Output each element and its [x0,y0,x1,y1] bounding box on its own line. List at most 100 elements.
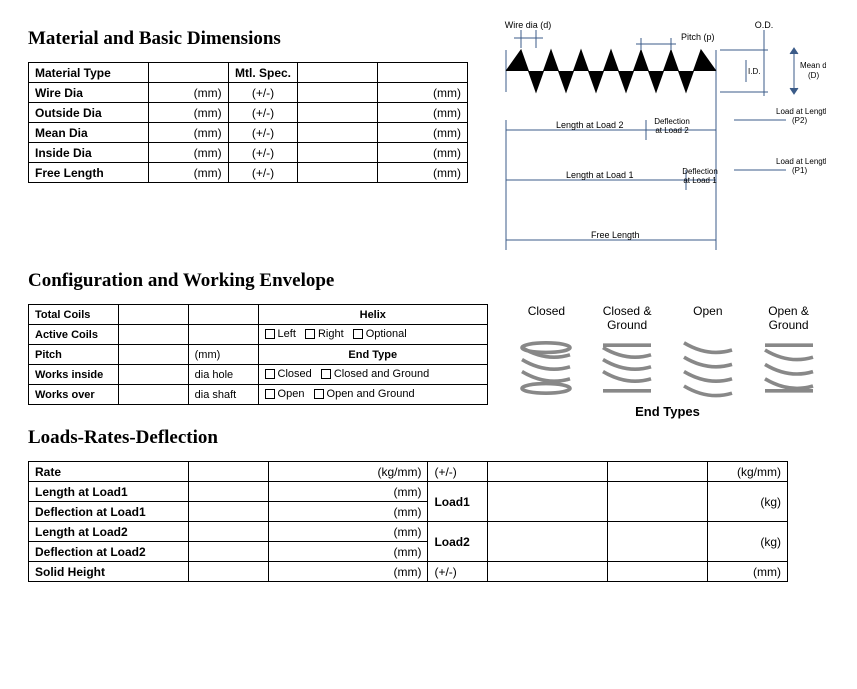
t3-load1: Load1 [428,482,488,522]
t2-active: Active Coils [29,325,119,345]
t3-ll1-u: (mm) [268,482,428,502]
chk-open-ground[interactable]: Open and Ground [314,388,415,400]
et-lbl-1: Closed & Ground [589,304,665,332]
t3-dl2-v [188,542,268,562]
t3-solid-tol: (+/-) [428,562,488,582]
et-lbl-3: Open & Ground [751,304,827,332]
t3-solid-u: (mm) [268,562,428,582]
t2-active-v [118,325,188,345]
t3-load2-u: (kg) [708,522,788,562]
t2-over: Works over [29,385,119,405]
chk-left[interactable]: Left [265,328,296,340]
t3-dl1-u: (mm) [268,502,428,522]
t1-r4-u1: (mm) [148,163,228,183]
t3-load2-b [608,522,708,562]
t3-dl2: Deflection at Load2 [29,542,189,562]
chk-right[interactable]: Right [305,328,344,340]
t1-r2-u1: (mm) [148,123,228,143]
lbl-pitch: Pitch (p) [681,32,715,42]
t1-r1-v [298,103,378,123]
t1-r0-label: Wire Dia [29,83,149,103]
spring-diagram: Wire dia (d) O.D. Pitch (p) I.D. Mean di… [486,20,826,262]
t2-active-b [188,325,258,345]
lbl-pl1b: (P1) [792,166,807,175]
t3-load1-v [488,482,608,522]
lbl-dl1a: Deflection [682,167,718,176]
t3-solid-v [188,562,268,582]
t1-r2-label: Mean Dia [29,123,149,143]
t1-r0-v [298,83,378,103]
lbl-od: O.D. [755,20,774,30]
section-config: Configuration and Working Envelope Total… [28,270,829,419]
t1-hdr-blank1 [148,63,228,83]
lbl-ll2: Length at Load 2 [556,120,624,130]
t2-over-v [118,385,188,405]
t2-inside: Works inside [29,365,119,385]
lbl-pl1a: Load at Length 1 [776,157,826,166]
t3-ll2-v [188,522,268,542]
t3-rate-u: (kg/mm) [268,462,428,482]
t3-dl1-v [188,502,268,522]
t3-solid-b2 [608,562,708,582]
t2-total: Total Coils [29,305,119,325]
t2-over-u: dia shaft [188,385,258,405]
t3-load2: Load2 [428,522,488,562]
t1-r4-v [298,163,378,183]
lbl-free: Free Length [591,230,640,240]
t1-r4-u2: (mm) [378,163,468,183]
chk-closed[interactable]: Closed [265,368,312,380]
t2-total-v [118,305,188,325]
t1-hdr-blank3 [378,63,468,83]
t3-solid: Solid Height [29,562,189,582]
t1-r1-u2: (mm) [378,103,468,123]
coil-icon [506,50,716,92]
spring-closed-ground-icon [597,338,657,398]
lbl-mean2: (D) [808,71,819,80]
t3-ll1-v [188,482,268,502]
t3-ll2: Length at Load2 [29,522,189,542]
t3-load1-b [608,482,708,522]
t1-r3-v [298,143,378,163]
t1-hdr-mat: Material Type [29,63,149,83]
t1-hdr-blank2 [298,63,378,83]
lbl-dl2a: Deflection [654,117,690,126]
spring-open-icon [678,338,738,398]
t2-end-row2: Open Open and Ground [258,385,487,405]
t3-rate-tol: (+/-) [428,462,488,482]
spring-open-ground-icon [759,338,819,398]
spring-closed-icon [516,338,576,398]
lbl-ll1: Length at Load 1 [566,170,634,180]
endtypes-diagram: Closed Closed & Ground Open Open & Groun… [506,304,829,419]
material-table: Material Type Mtl. Spec. Wire Dia (mm) (… [28,62,468,183]
t3-rate-v [188,462,268,482]
et-lbl-0: Closed [508,304,584,332]
lbl-wire: Wire dia (d) [505,20,552,30]
chk-closed-ground[interactable]: Closed and Ground [321,368,429,380]
t3-rate-b [488,462,608,482]
t1-r4-label: Free Length [29,163,149,183]
t2-pitch-u: (mm) [188,345,258,365]
t2-end-row1: Closed Closed and Ground [258,365,487,385]
section1-title: Material and Basic Dimensions [28,28,468,50]
section-loads: Loads-Rates-Deflection Rate (kg/mm) (+/-… [28,427,829,582]
t1-r3-tol: (+/-) [228,143,298,163]
t2-inside-u: dia hole [188,365,258,385]
t1-r4-tol: (+/-) [228,163,298,183]
t2-end-hdr: End Type [258,345,487,365]
lbl-dl1b: at Load 1 [683,176,717,185]
t1-r3-u2: (mm) [378,143,468,163]
lbl-pl2a: Load at Length 2 [776,107,826,116]
t1-r0-tol: (+/-) [228,83,298,103]
t1-hdr-spec: Mtl. Spec. [228,63,298,83]
t2-pitch-v [118,345,188,365]
t2-helix-hdr: Helix [258,305,487,325]
t2-inside-v [118,365,188,385]
chk-optional[interactable]: Optional [353,328,407,340]
t3-ll1: Length at Load1 [29,482,189,502]
t3-solid-u2: (mm) [708,562,788,582]
lbl-dl2b: at Load 2 [655,126,689,135]
t3-solid-b [488,562,608,582]
chk-open[interactable]: Open [265,388,305,400]
t3-load2-v [488,522,608,562]
t2-pitch: Pitch [29,345,119,365]
